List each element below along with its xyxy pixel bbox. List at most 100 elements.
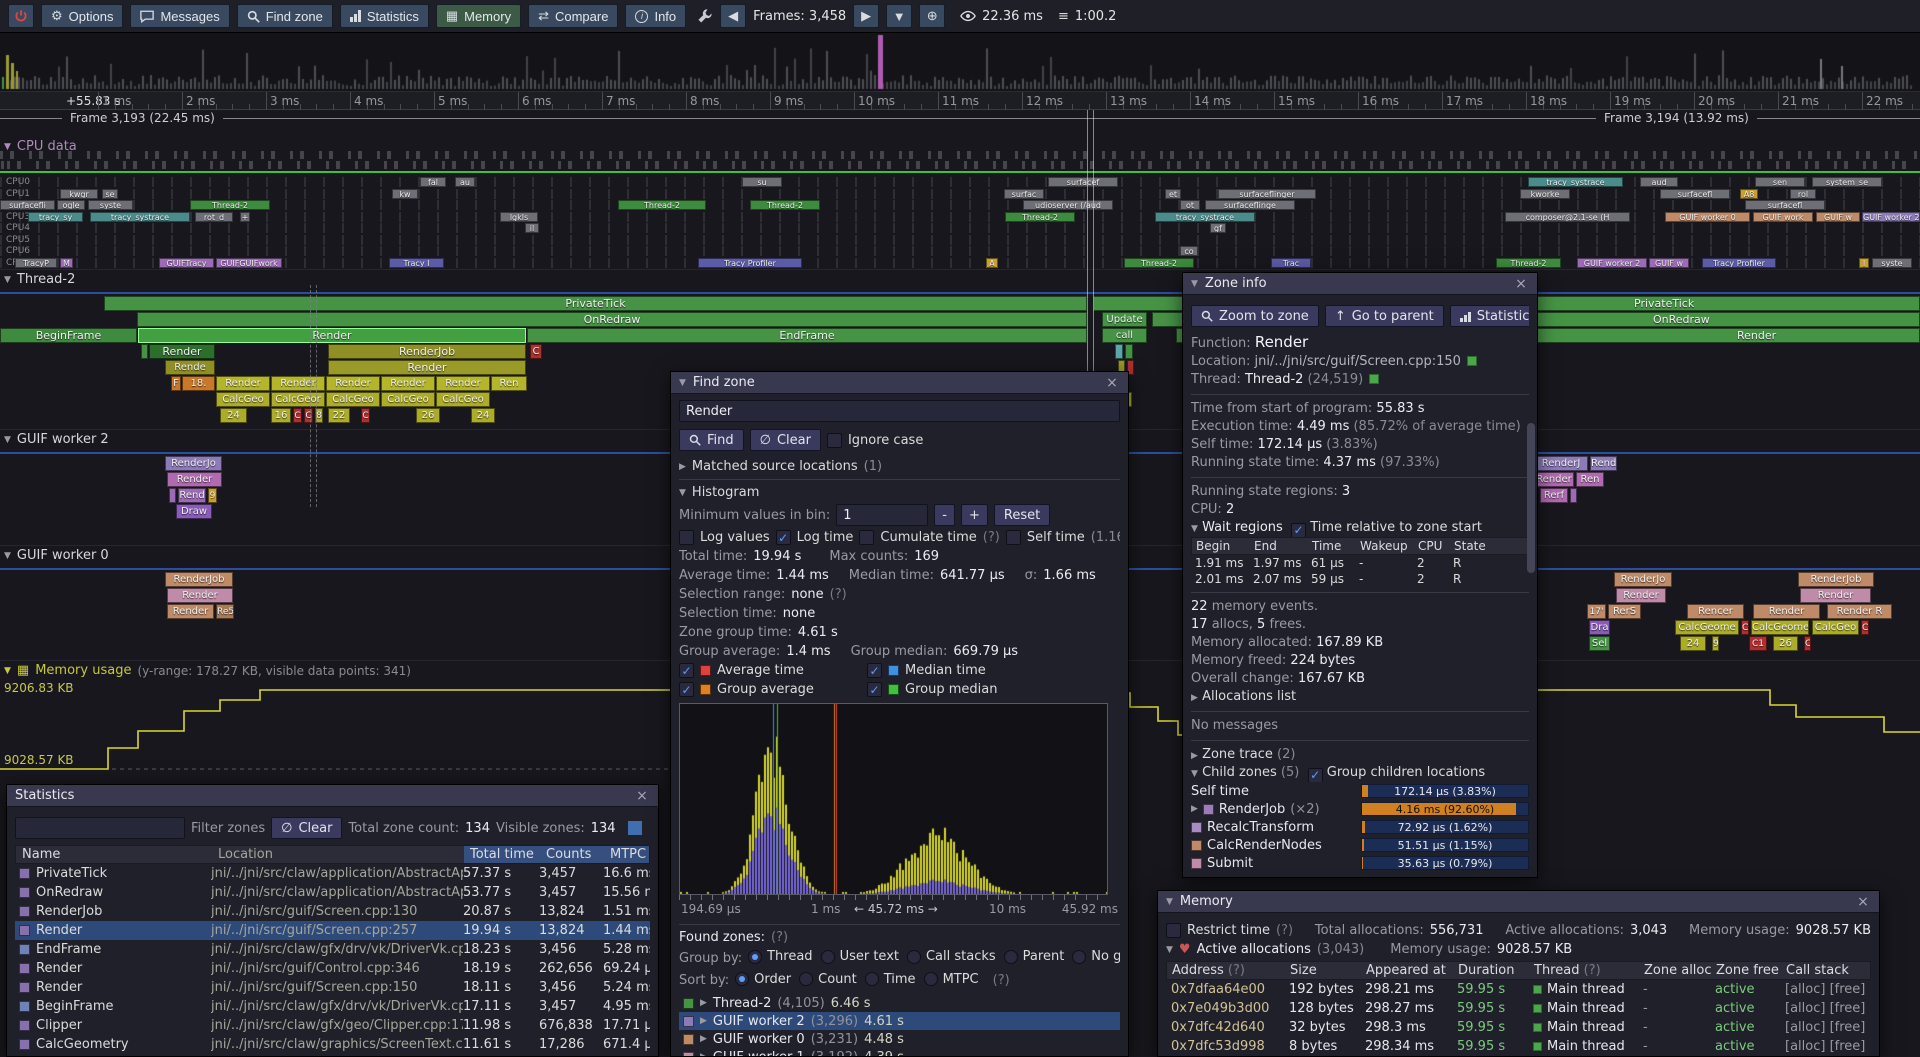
stats-row[interactable]: Renderjni/../jni/src/guif/Screen.cpp:150… <box>15 978 650 997</box>
zone-bar[interactable]: CalcGeome <box>1675 620 1739 635</box>
zone-bar[interactable]: Render <box>326 376 380 391</box>
zone-bar[interactable]: Render <box>167 588 233 603</box>
memory-col-call-stack[interactable]: Call stack <box>1781 962 1870 979</box>
find-button[interactable]: Find <box>679 429 744 451</box>
cpu-segment[interactable]: surfacefl <box>1745 200 1825 210</box>
tools-icon[interactable] <box>697 8 713 24</box>
cpu-segment[interactable]: I <box>1859 258 1869 268</box>
zone-bar[interactable]: Render <box>381 376 435 391</box>
zone-bar[interactable]: 26 <box>416 408 440 423</box>
next-frame-button[interactable]: ▶ <box>853 4 879 28</box>
collapse-icon[interactable]: ▼ <box>4 551 11 561</box>
zone-bar[interactable]: Render R <box>1827 604 1892 619</box>
cpu-segment[interactable]: udioserver (/aud <box>1023 200 1113 210</box>
zone-bar[interactable]: 26 <box>1773 636 1798 651</box>
close-icon[interactable]: × <box>634 788 650 804</box>
zone-bar[interactable] <box>169 488 176 503</box>
zone-bar[interactable] <box>1570 488 1577 503</box>
cpu-segment[interactable]: surfacefl <box>1660 189 1730 199</box>
cpu-segment[interactable]: Thread-2 <box>1124 258 1194 268</box>
zone-bar[interactable]: Ren <box>1576 472 1604 487</box>
cpu-segment[interactable]: rot_d <box>195 212 233 222</box>
zone-bar[interactable]: 24 <box>471 408 495 423</box>
expand-icon[interactable]: ▶ <box>1191 751 1198 761</box>
cpu-segment[interactable]: aud <box>1640 177 1678 187</box>
cumulate-checkbox[interactable] <box>859 530 874 545</box>
cpu-segment[interactable]: tracy_sy <box>28 212 83 222</box>
close-icon[interactable]: × <box>1513 276 1529 292</box>
cpu-segment[interactable]: GUIF worker 2 <box>1862 212 1920 222</box>
memory-col-address[interactable]: Address (?) <box>1167 962 1285 979</box>
zone-bar[interactable]: Render <box>216 376 270 391</box>
zone-bar[interactable]: Render <box>149 344 215 359</box>
collapse-icon[interactable]: ▼ <box>1166 897 1173 907</box>
sort-by-count[interactable]: Count <box>799 972 857 987</box>
stats-col-counts[interactable]: Counts <box>540 846 604 863</box>
relative-time-checkbox[interactable]: ✓ <box>1291 523 1306 538</box>
zone-bar[interactable]: Render <box>1800 588 1871 603</box>
zone-bar[interactable]: C <box>293 408 302 423</box>
go-to-parent-button[interactable]: ↑Go to parent <box>1325 305 1444 327</box>
memory-window-titlebar[interactable]: ▼ Memory × <box>1158 891 1879 913</box>
memory-button[interactable]: ▦Memory <box>436 4 521 28</box>
zone-bar[interactable]: Rencer <box>1687 604 1744 619</box>
allocation-row[interactable]: 0x7dfaa64e00192 bytes298.21 ms59.95 sMai… <box>1166 980 1871 999</box>
cpu-segment[interactable]: + <box>240 212 250 222</box>
cpu-segment[interactable]: surfac <box>1004 189 1044 199</box>
legend-item-average-time[interactable]: ✓Average time <box>679 663 859 678</box>
cpu-segment[interactable]: Tracy Profiler <box>698 258 802 268</box>
close-icon[interactable]: × <box>1104 375 1120 391</box>
expand-icon[interactable]: ▶ <box>679 462 686 472</box>
cpu-segment[interactable]: Thread-2 <box>190 200 270 210</box>
zone-bar[interactable]: RenderJob <box>328 344 526 359</box>
child-zone-row[interactable]: RecalcTransform72.92 µs (1.62%) <box>1191 818 1529 836</box>
zone-bar[interactable]: EndFrame <box>527 328 1087 343</box>
frame-dropdown-button[interactable]: ▼ <box>886 4 912 28</box>
cpu-segment[interactable]: su <box>742 177 782 187</box>
cpu-segment[interactable]: il <box>525 223 539 233</box>
cpu-segment[interactable]: GUIF worker 0 <box>1665 212 1750 222</box>
group-by-parent[interactable]: Parent <box>1004 949 1065 964</box>
bin-minus-button[interactable]: - <box>934 504 955 526</box>
stats-col-mtpc[interactable]: MTPC <box>604 846 649 863</box>
zone-bar[interactable]: Render <box>167 472 222 487</box>
cpu-segment[interactable]: A <box>986 258 998 268</box>
memory-col-appeared-at[interactable]: Appeared at <box>1361 962 1453 979</box>
bin-reset-button[interactable]: Reset <box>994 504 1050 526</box>
memory-col-thread[interactable]: Thread (?) <box>1529 962 1639 979</box>
zone-bar[interactable]: PrivateTick <box>104 296 1087 311</box>
stats-row[interactable]: OnRedrawjni/../jni/src/claw/application/… <box>15 883 650 902</box>
legend-checkbox[interactable]: ✓ <box>679 663 694 678</box>
cpu-segment[interactable]: Thread-2 <box>1496 258 1561 268</box>
close-icon[interactable]: × <box>1855 894 1871 910</box>
log-values-checkbox[interactable] <box>679 530 694 545</box>
zone-bar[interactable]: Update <box>1102 312 1147 327</box>
source-location[interactable]: jni/../jni/src/guif/Screen.cpp:150 <box>1255 354 1461 369</box>
zone-bar[interactable] <box>141 344 148 359</box>
ignore-case-checkbox[interactable] <box>827 433 842 448</box>
legend-item-group-median[interactable]: ✓Group median <box>867 682 1047 697</box>
cpu-segment[interactable]: surfaceflinge <box>1205 200 1295 210</box>
cpu-segment[interactable]: GUIF w <box>1649 258 1689 268</box>
thread-header[interactable]: ▼GUIF worker 2 <box>4 432 109 447</box>
zone-group-row[interactable]: ▶GUIF worker 0(3,231)4.48 s <box>679 1030 1120 1048</box>
zone-bar[interactable]: RenderJo <box>165 456 222 471</box>
legend-item-group-average[interactable]: ✓Group average <box>679 682 859 697</box>
zone-bar[interactable]: C <box>1861 620 1869 635</box>
memory-col-size[interactable]: Size <box>1285 962 1361 979</box>
scrollbar[interactable] <box>1527 423 1535 573</box>
group-by-call-stacks[interactable]: Call stacks <box>907 949 996 964</box>
prev-frame-button[interactable]: ◀ <box>720 4 746 28</box>
zone-bar[interactable] <box>1125 344 1133 359</box>
cpu-segment[interactable]: Tracy Profiler <box>1702 258 1776 268</box>
wait-region-row[interactable]: 2.01 ms2.07 ms59 µs-2R <box>1191 571 1529 587</box>
collapse-icon[interactable]: ▼ <box>4 142 11 152</box>
min-bin-input[interactable]: 1 <box>836 504 928 526</box>
help-marker[interactable]: (?) <box>993 973 1010 988</box>
cpu-segment[interactable]: Trac <box>1271 258 1311 268</box>
time-ruler[interactable]: +55.83 s 1 ms2 ms3 ms4 ms5 ms6 ms7 ms8 m… <box>0 92 1920 110</box>
zone-bar[interactable]: Sel <box>1589 636 1610 651</box>
stats-accent-square[interactable] <box>628 821 642 835</box>
cpu-segment[interactable]: rol <box>1790 189 1816 199</box>
cpu-segment[interactable]: GUIFTracy <box>159 258 214 268</box>
